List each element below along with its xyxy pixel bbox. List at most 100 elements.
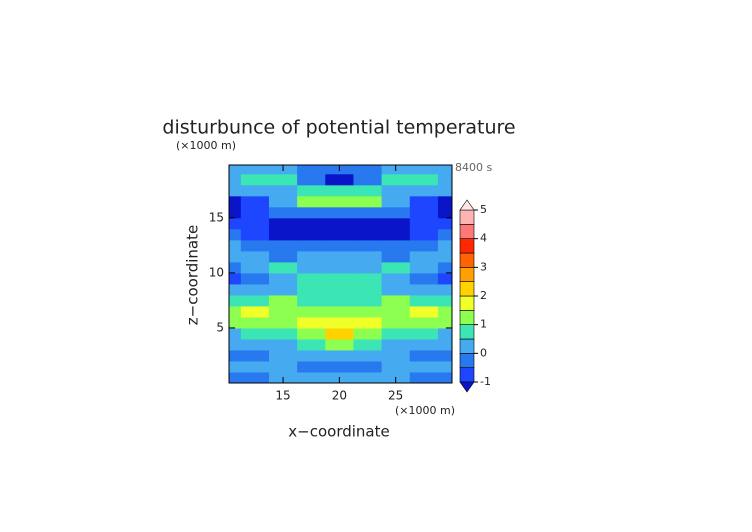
contour-cell xyxy=(437,165,452,175)
colorbar-segment xyxy=(459,310,475,325)
contour-cell xyxy=(325,283,354,296)
contour-cell xyxy=(437,195,452,208)
contour-cell xyxy=(268,261,298,274)
contour-cell xyxy=(437,349,452,362)
contour-cell xyxy=(381,360,411,373)
contour-cell xyxy=(240,217,270,230)
contour-cell xyxy=(240,239,270,252)
x-tick-label: 25 xyxy=(388,389,403,403)
contour-cell xyxy=(229,371,242,383)
contour-cell xyxy=(381,305,411,318)
contour-cell xyxy=(437,261,452,274)
contour-cell xyxy=(229,228,242,241)
contour-cell xyxy=(409,239,439,252)
colorbar-segment xyxy=(459,224,475,239)
colorbar-tick-label: 2 xyxy=(480,289,487,302)
contour-cell xyxy=(353,165,383,175)
contour-cell xyxy=(353,173,383,186)
contour-cell xyxy=(409,316,439,329)
colorbar-tick-label: 5 xyxy=(480,203,487,216)
contour-cell xyxy=(229,338,242,351)
contour-cell xyxy=(409,217,439,230)
contour-cell xyxy=(381,327,411,340)
contour-cell xyxy=(437,305,452,318)
colorbar-segment xyxy=(459,367,475,383)
contour-cell xyxy=(409,228,439,241)
contour-cell xyxy=(297,349,326,362)
colorbar-segment xyxy=(459,209,475,225)
contour-cell xyxy=(381,349,411,362)
contour-cell xyxy=(297,195,326,208)
contour-cell xyxy=(297,261,326,274)
contour-cell xyxy=(240,173,270,186)
colorbar-segment xyxy=(459,267,475,282)
contour-cell xyxy=(268,250,298,263)
contour-cell xyxy=(353,371,383,383)
contour-cell xyxy=(297,206,326,219)
contour-cell xyxy=(353,195,383,208)
contour-cell xyxy=(229,239,242,252)
contour-cell xyxy=(437,228,452,241)
contour-cell xyxy=(409,305,439,318)
contour-cell xyxy=(325,250,354,263)
contour-cell xyxy=(353,283,383,296)
contour-cell xyxy=(240,206,270,219)
contour-cell xyxy=(268,239,298,252)
contour-cell xyxy=(268,327,298,340)
contour-cell xyxy=(353,327,383,340)
contour-cell xyxy=(325,173,354,186)
contour-cell xyxy=(437,184,452,197)
contour-cell xyxy=(437,360,452,373)
contour-cell xyxy=(297,283,326,296)
contour-cell xyxy=(268,360,298,373)
contour-cell xyxy=(409,184,439,197)
contour-cell xyxy=(229,195,242,208)
contour-cell xyxy=(229,283,242,296)
contour-cell xyxy=(268,349,298,362)
colorbar-over xyxy=(459,199,475,211)
contour-cell xyxy=(268,305,298,318)
contour-cell xyxy=(268,184,298,197)
contour-cell xyxy=(297,165,326,175)
contour-cell xyxy=(240,272,270,285)
colorbar-tick-label: 4 xyxy=(480,232,487,245)
contour-cell xyxy=(437,272,452,285)
contour-cell xyxy=(268,195,298,208)
contour-cell xyxy=(381,217,411,230)
contour-cell xyxy=(325,338,354,351)
contour-cell xyxy=(409,173,439,186)
contour-cell xyxy=(409,360,439,373)
contour-cell xyxy=(409,261,439,274)
contour-cell xyxy=(353,316,383,329)
x-tick-label: 15 xyxy=(275,389,290,403)
colorbar-segment xyxy=(459,252,475,268)
contour-cell xyxy=(437,250,452,263)
colorbar-under xyxy=(459,381,475,393)
contour-cell xyxy=(381,195,411,208)
contour-cell xyxy=(409,250,439,263)
contour-cell xyxy=(268,283,298,296)
contour-cell xyxy=(268,217,298,230)
contour-cell xyxy=(353,338,383,351)
contour-cell xyxy=(437,316,452,329)
y-unit: (×1000 m) xyxy=(176,139,236,152)
contour-cell xyxy=(353,305,383,318)
contour-cell xyxy=(381,239,411,252)
contour-cell xyxy=(409,349,439,362)
contour-cell xyxy=(229,184,242,197)
contour-cell xyxy=(240,327,270,340)
contour-cell xyxy=(229,206,242,219)
contour-cell xyxy=(240,371,270,383)
contour-cell xyxy=(381,261,411,274)
x-axis-label: x−coordinate xyxy=(288,423,389,441)
contour-cell xyxy=(325,327,354,340)
contour-cell xyxy=(437,283,452,296)
contour-cell xyxy=(268,316,298,329)
contour-cell xyxy=(240,305,270,318)
contour-cell xyxy=(229,294,242,307)
contour-cell xyxy=(409,338,439,351)
contour-cell xyxy=(325,184,354,197)
contour-cell xyxy=(325,217,354,230)
contour-cell xyxy=(437,206,452,219)
